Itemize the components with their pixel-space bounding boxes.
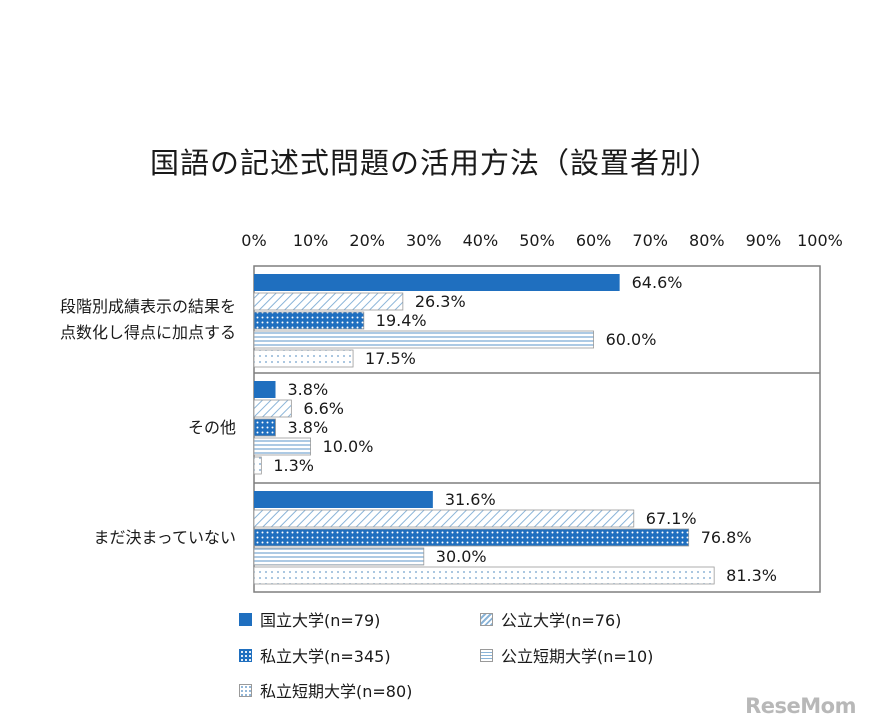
data-label: 60.0% (606, 330, 657, 349)
legend-label: 公立短期大学(n=10) (501, 647, 654, 666)
bar (254, 381, 276, 398)
legend-label: 私立大学(n=345) (260, 647, 391, 666)
bar (253, 566, 715, 585)
x-tick-label: 10% (293, 231, 329, 250)
bar (253, 509, 635, 528)
x-tick-label: 20% (349, 231, 385, 250)
category-label: まだ決まっていない (93, 525, 236, 551)
data-label: 30.0% (436, 547, 487, 566)
category-label: 段階別成績表示の結果を 点数化し得点に加点する (60, 294, 236, 346)
legend-swatch (239, 683, 252, 697)
bar (253, 311, 365, 330)
bar (254, 491, 433, 508)
legend-item: 私立短期大学(n=80) (239, 678, 412, 702)
data-label: 19.4% (376, 311, 427, 330)
bar (253, 349, 354, 368)
data-label: 67.1% (646, 509, 697, 528)
x-tick-label: 90% (746, 231, 782, 250)
legend-label: 私立短期大学(n=80) (260, 682, 413, 701)
legend-item: 公立大学(n=76) (480, 607, 621, 631)
data-label: 26.3% (415, 292, 466, 311)
category-label: その他 (188, 415, 236, 441)
legend-swatch (239, 648, 252, 662)
bar (253, 437, 311, 456)
x-tick-label: 0% (241, 231, 266, 250)
bar (253, 330, 595, 349)
data-label: 64.6% (632, 273, 683, 292)
legend-label: 国立大学(n=79) (260, 611, 381, 630)
data-label: 10.0% (323, 437, 374, 456)
bar (254, 274, 620, 291)
data-label: 1.3% (273, 456, 314, 475)
data-label: 17.5% (365, 349, 416, 368)
legend-item: 国立大学(n=79) (239, 607, 380, 631)
category-label-line: まだ決まっていない (93, 527, 236, 547)
legend-swatch (480, 648, 493, 662)
x-tick-label: 80% (689, 231, 725, 250)
data-label: 31.6% (445, 490, 496, 509)
data-label: 3.8% (288, 418, 329, 437)
category-label-line: その他 (187, 418, 236, 437)
category-label-line: 点数化し得点に加点する (59, 322, 236, 342)
legend-item: 公立短期大学(n=10) (480, 643, 653, 667)
category-label-line: 段階別成績表示の結果を (59, 296, 236, 316)
bar (253, 399, 292, 418)
bar (253, 528, 690, 547)
legend-item: 私立大学(n=345) (239, 643, 391, 667)
data-label: 81.3% (726, 566, 777, 585)
x-tick-label: 30% (406, 231, 442, 250)
x-tick-label: 50% (519, 231, 555, 250)
watermark-logo: ReseMom (745, 694, 856, 718)
bar (253, 456, 262, 475)
bar (253, 547, 425, 566)
x-tick-label: 70% (632, 231, 668, 250)
x-tick-label: 40% (463, 231, 499, 250)
x-tick-label: 100% (797, 231, 843, 250)
bar (253, 292, 404, 311)
legend-swatch (239, 612, 252, 626)
x-tick-label: 60% (576, 231, 612, 250)
bar (253, 418, 276, 437)
legend-swatch (480, 612, 493, 626)
data-label: 6.6% (303, 399, 344, 418)
data-label: 76.8% (701, 528, 752, 547)
legend-label: 公立大学(n=76) (501, 611, 622, 630)
chart-title: 国語の記述式問題の活用方法（設置者別） (149, 146, 720, 180)
data-label: 3.8% (288, 380, 329, 399)
